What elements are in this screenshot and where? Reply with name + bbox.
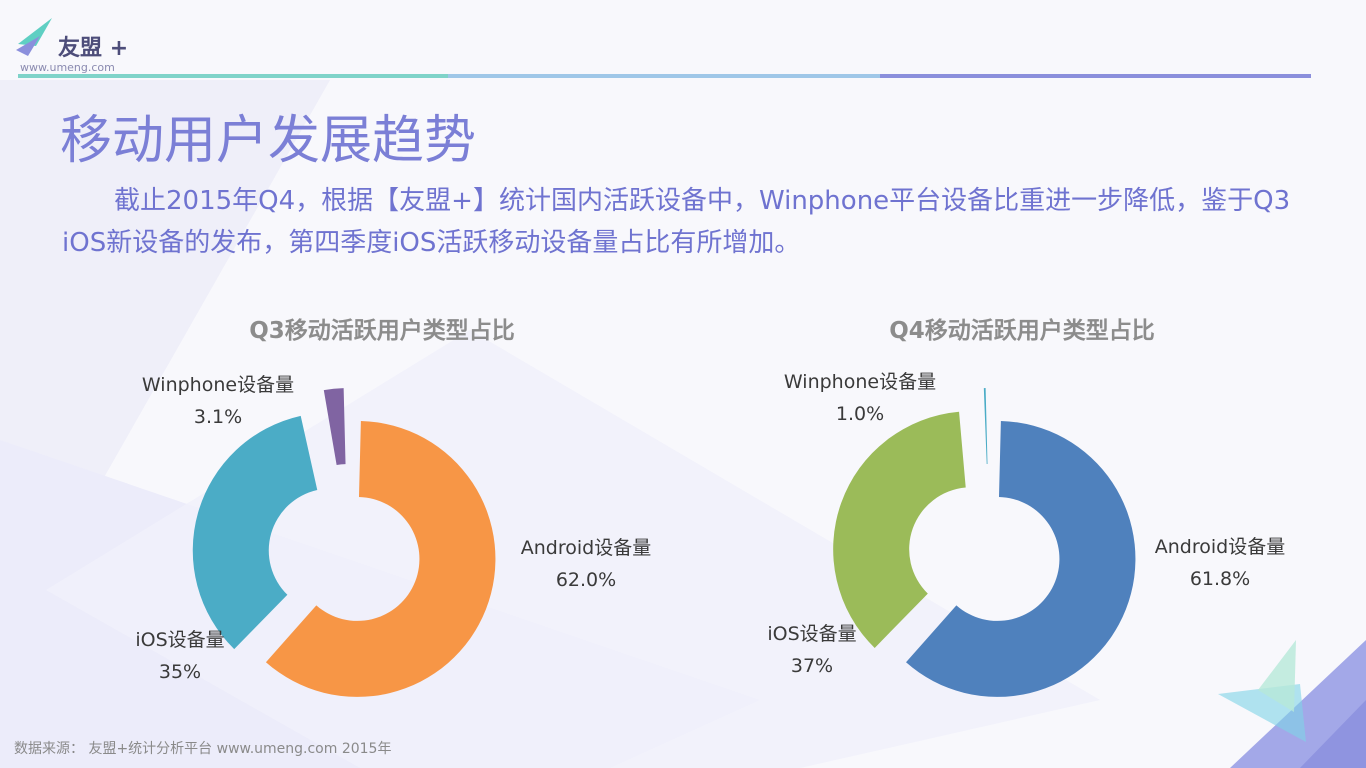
header-line-segment: [18, 74, 448, 78]
slice-label-value: 62.0%: [556, 569, 616, 591]
donut-slice-android: [906, 420, 1136, 697]
brand-logo[interactable]: 友盟 + www.umeng.com: [14, 16, 154, 76]
slice-label-name: Winphone设备量: [784, 371, 936, 393]
slice-label-name: iOS设备量: [135, 629, 224, 651]
donut-slice-winphone: [323, 388, 346, 466]
brand-name: 友盟 +: [58, 36, 129, 61]
donut-slice-ios: [833, 411, 966, 648]
donut-slice-winphone: [983, 388, 988, 465]
chart-title: Q3移动活跃用户类型占比: [249, 317, 515, 344]
slice-label-value: 35%: [159, 661, 201, 683]
brand-url: www.umeng.com: [20, 61, 115, 74]
intro-paragraph: 截止2015年Q4，根据【友盟+】统计国内活跃设备中，Winphone平台设备比…: [62, 186, 1291, 258]
slice-label-value: 3.1%: [194, 406, 242, 428]
slice-label-value: 1.0%: [836, 403, 884, 425]
slice-label-value: 61.8%: [1190, 568, 1250, 590]
header-line-segment: [448, 74, 880, 78]
donut-slice-android: [265, 420, 496, 697]
slice-label-name: Winphone设备量: [142, 374, 294, 396]
source-note: 数据来源： 友盟+统计分析平台 www.umeng.com 2015年: [14, 741, 392, 757]
slice-label-name: Android设备量: [1155, 536, 1285, 558]
slice-label-name: Android设备量: [521, 537, 651, 559]
umeng-bird-icon: [16, 18, 52, 56]
page-title: 移动用户发展趋势: [60, 111, 477, 171]
slice-label-name: iOS设备量: [767, 623, 856, 645]
chart-title: Q4移动活跃用户类型占比: [889, 317, 1155, 344]
slice-label-value: 37%: [791, 655, 833, 677]
header-line-segment: [880, 74, 1311, 78]
donut-slice-ios: [192, 415, 318, 650]
